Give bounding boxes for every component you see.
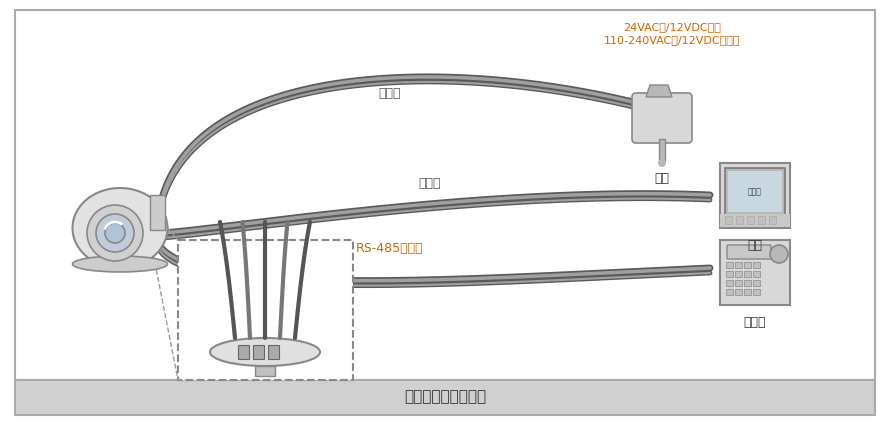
Bar (758, 216, 765, 224)
Bar (726, 280, 733, 286)
Bar (769, 216, 776, 224)
Ellipse shape (210, 338, 320, 366)
Bar (726, 271, 733, 277)
Bar (255, 366, 275, 376)
Text: 监视器: 监视器 (748, 187, 762, 196)
Text: 控制器: 控制器 (744, 316, 766, 329)
Circle shape (658, 159, 666, 167)
Ellipse shape (72, 188, 168, 268)
Bar (736, 216, 743, 224)
Text: 电源线: 电源线 (379, 87, 401, 100)
Bar (753, 271, 760, 277)
Text: 电源: 电源 (655, 172, 670, 185)
Bar (744, 271, 751, 277)
Bar (726, 262, 733, 268)
Text: 外部接线系统连接图: 外部接线系统连接图 (404, 389, 486, 405)
FancyBboxPatch shape (632, 93, 692, 143)
Bar (753, 262, 760, 268)
Bar (238, 345, 249, 359)
Bar (744, 289, 751, 295)
Bar (735, 271, 742, 277)
Bar (753, 280, 760, 286)
Ellipse shape (72, 256, 168, 272)
Bar (725, 216, 732, 224)
Bar (735, 289, 742, 295)
Circle shape (770, 245, 788, 263)
Bar (268, 345, 279, 359)
Bar (15, 380, 875, 415)
Bar (150, 195, 165, 230)
Bar (753, 289, 760, 295)
Bar (728, 171, 782, 212)
Bar (744, 262, 751, 268)
Text: RS-485控制线: RS-485控制线 (356, 242, 424, 255)
Circle shape (96, 214, 134, 252)
Bar (178, 240, 353, 380)
Bar (725, 168, 785, 215)
Text: 24VAC进/12VDC出或: 24VAC进/12VDC出或 (623, 22, 721, 32)
FancyBboxPatch shape (720, 163, 790, 228)
Bar (747, 216, 754, 224)
Bar (735, 262, 742, 268)
Text: 110-240VAC进/12VDC出可选: 110-240VAC进/12VDC出可选 (604, 35, 740, 45)
Bar (735, 280, 742, 286)
Bar (726, 289, 733, 295)
Text: 视频: 视频 (747, 239, 763, 252)
Polygon shape (646, 85, 672, 97)
Bar (253, 345, 264, 359)
Circle shape (87, 205, 143, 261)
FancyBboxPatch shape (727, 245, 771, 259)
FancyBboxPatch shape (720, 240, 790, 305)
Bar (744, 280, 751, 286)
Text: 视频线: 视频线 (419, 177, 441, 190)
Circle shape (105, 223, 125, 243)
Bar (659, 139, 665, 161)
Bar (720, 214, 790, 227)
Bar (15, 10, 875, 380)
